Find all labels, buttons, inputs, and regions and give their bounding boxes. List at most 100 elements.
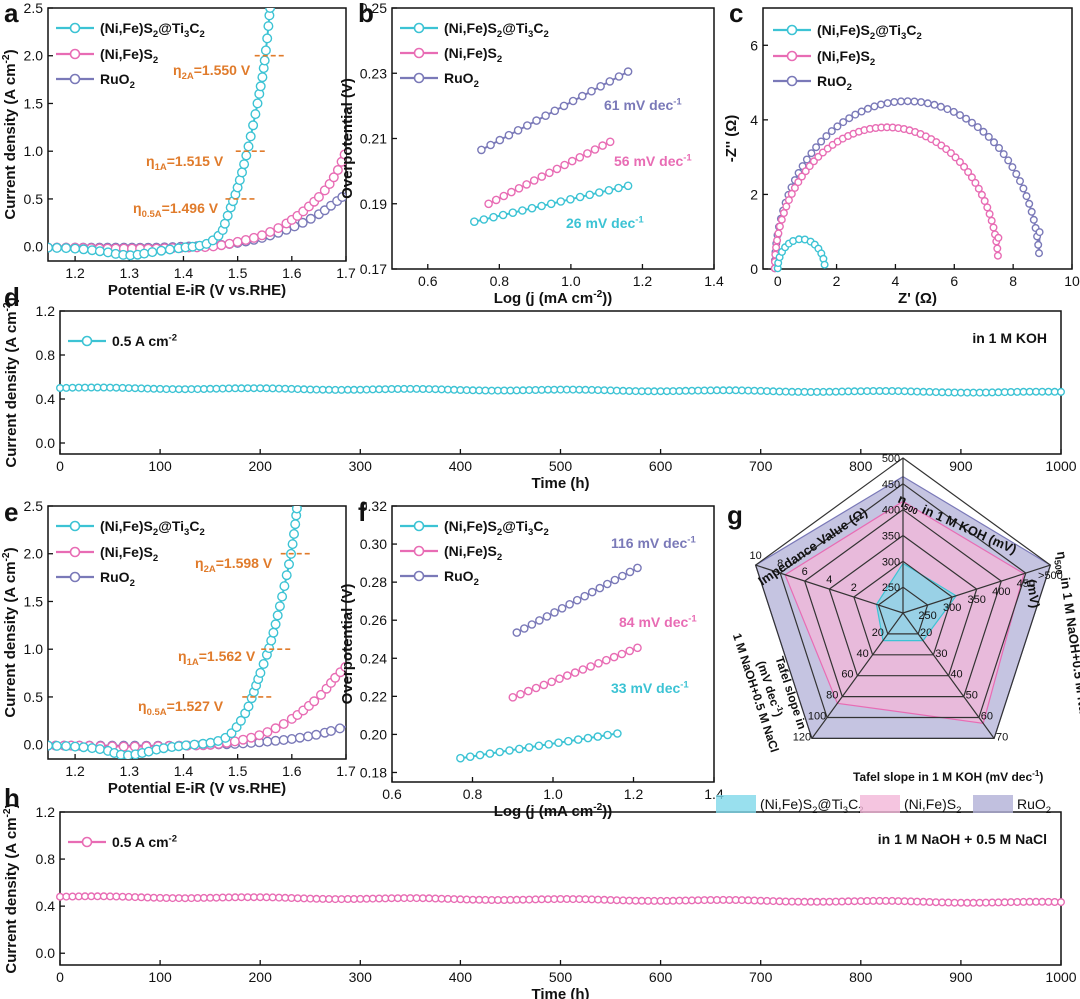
nyquist-2-point	[863, 104, 872, 113]
y-tick-label: 0.25	[360, 0, 387, 16]
radar-spoke	[755, 564, 904, 614]
series-0-point	[236, 167, 247, 178]
series-2-point	[270, 735, 281, 746]
series-1-point	[319, 185, 330, 196]
panel-letter-g: g	[727, 500, 743, 530]
tafel-1-point	[539, 680, 549, 690]
tafel-0-point	[505, 746, 514, 755]
series-2-point	[303, 731, 314, 742]
tafel-1-point	[514, 183, 524, 193]
nyquist-2-point	[1008, 163, 1017, 172]
y-tick-label: 4	[750, 112, 758, 128]
nyquist-2-point	[910, 97, 919, 106]
eta-annotation: η2A=1.550 V	[173, 62, 251, 82]
series-1-point	[265, 226, 276, 237]
nyquist-2-point	[903, 97, 912, 106]
nyquist-2-point	[802, 155, 811, 164]
tafel-2-point	[596, 82, 605, 91]
x-tick-label: 300	[349, 969, 373, 985]
x-tick-label: 1.4	[174, 265, 194, 281]
x-axis-label: Log (j (mA cm-2))	[494, 289, 613, 307]
tafel-1-point	[507, 187, 516, 197]
tafel-0-point	[544, 740, 554, 749]
eta-annotation: η1A=1.562 V	[178, 648, 256, 668]
nyquist-2-point	[984, 132, 993, 141]
x-tick-label: 0.8	[490, 273, 510, 289]
x-tick-label: 200	[249, 458, 273, 474]
tafel-2-point	[520, 624, 529, 633]
legend-2-legend-label: RuO2	[444, 568, 479, 588]
legend-2-legend-label: RuO2	[817, 73, 852, 93]
nyquist-1-point	[775, 222, 784, 231]
radar-tick-label: 60	[981, 710, 993, 722]
series-1-point	[328, 172, 339, 183]
x-tick-label: 200	[249, 969, 273, 985]
stability-legend-label: 0.5 A cm-2	[112, 332, 177, 349]
series-0-point	[70, 741, 81, 752]
y-tick-label: 1.0	[24, 143, 44, 159]
series-1-point	[340, 662, 346, 672]
tafel-2-markers	[512, 563, 642, 637]
series-0-point	[164, 244, 175, 255]
nyquist-2-point	[833, 122, 842, 131]
radar-grid-ring	[853, 560, 953, 656]
tafel-2-point	[477, 145, 486, 155]
y-tick-label: 0.21	[360, 131, 387, 147]
series-1-point	[313, 191, 324, 202]
tafel-1-point	[598, 141, 607, 150]
nyquist-2-point	[851, 110, 860, 119]
nyquist-2-point	[930, 100, 939, 109]
series-1-point	[216, 240, 227, 251]
series-0-point	[274, 601, 285, 612]
tafel-1-point	[560, 160, 569, 170]
tafel-0-point	[524, 743, 534, 752]
x-axis-label: Time (h)	[531, 475, 589, 492]
tafel-0-point	[469, 217, 479, 226]
tafel-2-point	[513, 126, 523, 135]
legend-2-legend-label: RuO2	[100, 71, 135, 91]
y-tick-label: 0.22	[360, 688, 387, 704]
series-1-point	[232, 236, 243, 247]
series-0-point	[147, 247, 158, 258]
radar-tick-label: 60	[841, 669, 853, 681]
nyquist-2-point	[883, 99, 892, 108]
nyquist-2-point	[827, 127, 836, 136]
radar-tick-label: 400	[882, 505, 900, 517]
series-2-point	[305, 213, 316, 224]
y-tick-label: 2.5	[24, 498, 44, 514]
tafel-2-point	[587, 587, 597, 597]
nyquist-2-point	[943, 105, 952, 114]
nyquist-2-point	[949, 107, 958, 116]
tafel-1-point	[531, 683, 541, 693]
tafel-1-point	[609, 652, 619, 662]
tafel-2-point	[495, 135, 505, 145]
nyquist-1-point	[774, 229, 783, 238]
series-0-point	[281, 570, 292, 581]
series-0-point	[239, 159, 250, 170]
y-tick-label: 2.5	[24, 0, 44, 16]
plot-frame	[47, 505, 347, 760]
y-tick-label: 0.4	[36, 898, 56, 914]
tafel-0-point	[595, 188, 604, 197]
radar-tick-label: 120	[793, 731, 811, 743]
tafel-2-point	[565, 600, 574, 609]
x-tick-label: 1.6	[282, 763, 302, 779]
tafel-1-point	[633, 643, 642, 653]
series-2-point	[297, 217, 308, 228]
y-tick-label: 0.4	[36, 391, 56, 407]
panel-c: 0 2 4 6 8 10 0 2 4 6 (Ni,Fe)S2@Ti3C2 (Ni,Fe)S2 RuO2 Z…	[723, 7, 1080, 307]
radar-axis-title: (mV)	[1024, 578, 1043, 609]
tafel-2-point	[527, 620, 537, 629]
tafel-2-markers	[477, 67, 633, 155]
x-tick-label: 1.2	[65, 265, 85, 281]
slope-label: 26 mV dec-1	[566, 214, 644, 231]
tafel-1-point	[545, 168, 554, 178]
tafel-0-point	[475, 750, 485, 760]
eta-annotation: η0.5A=1.496 V	[133, 200, 219, 220]
nyquist-2-point	[845, 114, 854, 123]
series-1-point	[273, 223, 284, 234]
nyquist-2-point	[968, 118, 977, 127]
x-tick-label: 1.5	[228, 265, 248, 281]
tafel-0-markers	[456, 729, 622, 763]
tafel-0-point	[564, 736, 573, 746]
